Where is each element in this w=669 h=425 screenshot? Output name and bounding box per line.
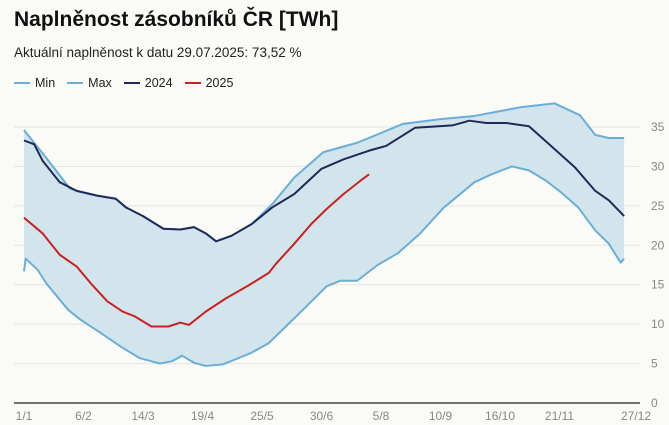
legend-item-max[interactable]: Max [67, 76, 112, 90]
legend-label-min: Min [35, 76, 56, 90]
legend-swatch-min [14, 82, 30, 84]
chart-subtitle: Aktuální naplněnost k datu 29.07.2025: 7… [14, 45, 302, 60]
x-tick-label: 1/1 [16, 409, 33, 423]
x-tick-label: 27/12 [621, 409, 651, 423]
legend-item-2024[interactable]: 2024 [123, 76, 173, 90]
y-tick-label: 15 [651, 278, 665, 292]
x-tick-label: 14/3 [131, 409, 155, 423]
series-line-2025 [23, 173, 370, 328]
y-tick-label: 35 [651, 120, 665, 134]
legend-label-max: Max [88, 76, 112, 90]
y-tick-label: 0 [651, 396, 658, 410]
y-tick-label: 25 [651, 199, 665, 213]
x-tick-label: 16/10 [485, 409, 515, 423]
legend: Min Max 2024 2025 [14, 76, 233, 90]
legend-item-min[interactable]: Min [14, 76, 55, 90]
x-tick-label: 5/8 [373, 409, 390, 423]
y-tick-label: 20 [651, 238, 665, 252]
x-tick-label: 25/5 [250, 409, 274, 423]
legend-swatch-2024 [123, 82, 140, 84]
series-line-min [23, 165, 625, 367]
legend-label-2024: 2024 [144, 76, 173, 90]
y-tick-label: 5 [651, 357, 658, 371]
x-tick-label: 21/11 [545, 409, 574, 423]
min-max-band [24, 103, 625, 366]
legend-swatch-max [67, 82, 84, 84]
legend-swatch-2025 [184, 82, 201, 84]
series-line-2024 [23, 119, 625, 243]
chart-title: Naplněnost zásobníků ČR [TWh] [14, 8, 339, 31]
x-tick-label: 19/4 [191, 409, 215, 423]
x-tick-label: 6/2 [75, 409, 92, 423]
legend-item-2025[interactable]: 2025 [184, 76, 234, 90]
y-tick-label: 10 [651, 317, 665, 331]
y-tick-label: 30 [651, 159, 665, 173]
x-tick-label: 30/6 [310, 409, 334, 423]
legend-label-2025: 2025 [205, 76, 234, 90]
x-tick-label: 10/9 [429, 409, 453, 423]
